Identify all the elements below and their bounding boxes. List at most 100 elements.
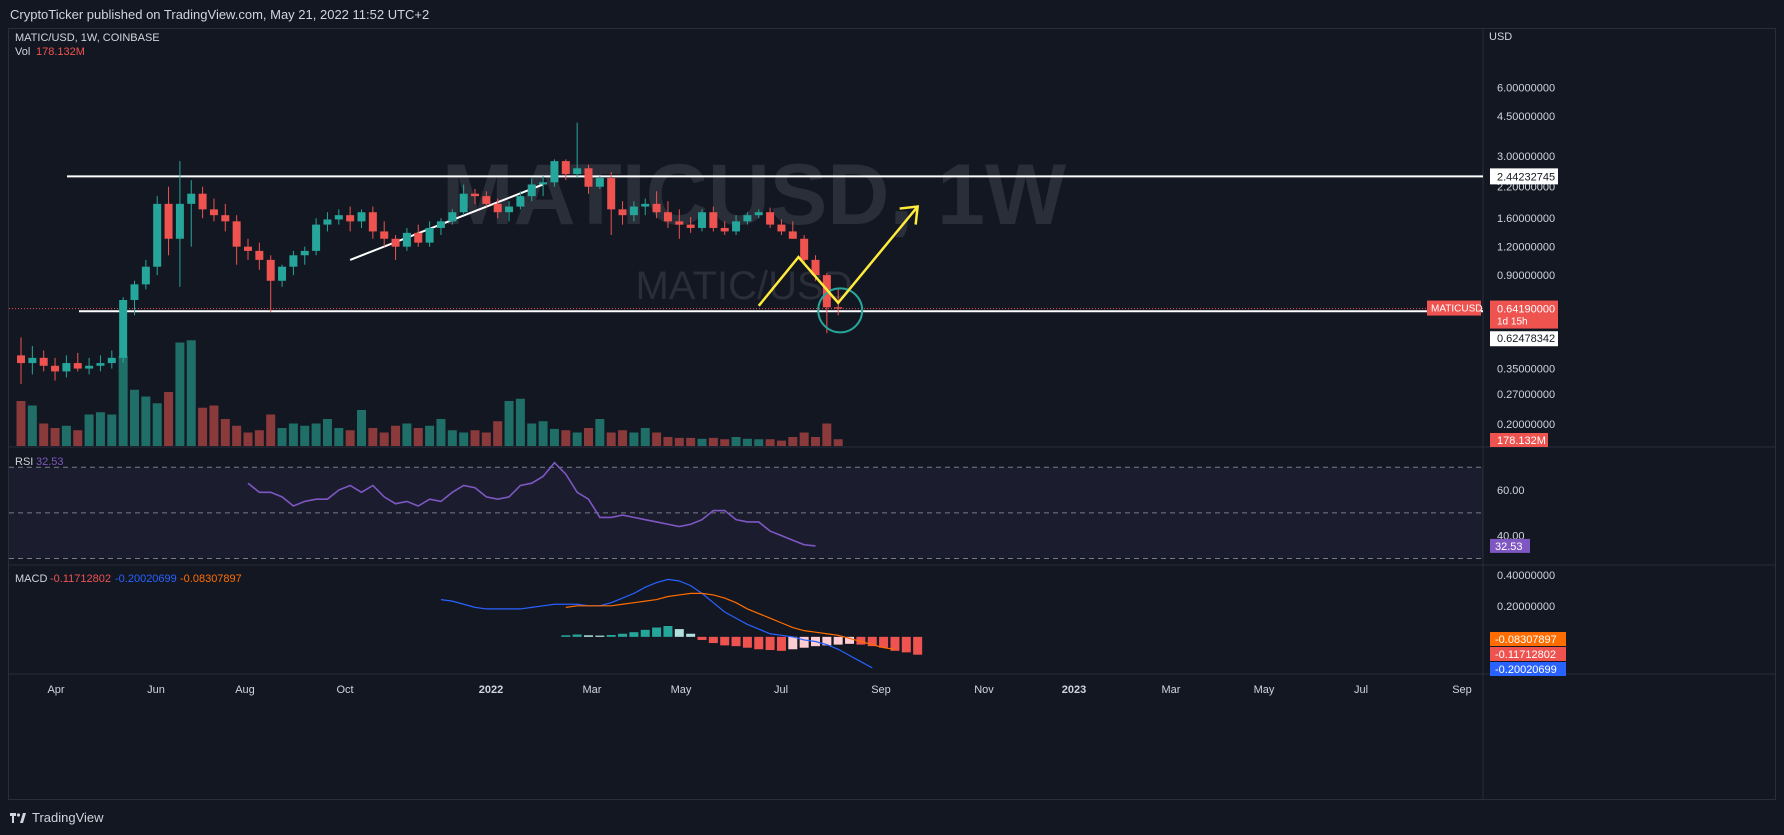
- macd-histogram-bar: [765, 636, 775, 651]
- candle-body: [607, 178, 616, 210]
- highlight-circle[interactable]: [817, 287, 864, 334]
- candle-body: [266, 259, 275, 281]
- macd-histogram-bar: [606, 634, 616, 637]
- trendline[interactable]: [349, 183, 544, 261]
- macd-histogram-bar: [561, 635, 571, 637]
- macd-histogram-bar: [720, 636, 730, 646]
- price-tick-label: 1.20000000: [1497, 242, 1555, 254]
- volume-bar: [515, 398, 525, 446]
- candle-body: [436, 221, 445, 228]
- volume-bar: [742, 438, 752, 446]
- volume-bar: [254, 430, 264, 446]
- candle-body: [584, 168, 593, 187]
- macd-histogram-bar: [652, 627, 662, 637]
- candle-body: [720, 227, 729, 232]
- macd-histogram-bar: [799, 636, 809, 648]
- candle-body: [652, 203, 661, 213]
- volume-bar: [198, 407, 208, 446]
- volume-bar: [141, 396, 151, 446]
- candle-body: [62, 363, 71, 372]
- candle-body: [209, 209, 218, 216]
- macd-histogram-bar: [731, 636, 741, 647]
- volume-bar: [357, 410, 366, 446]
- candle-body: [414, 232, 423, 243]
- footer-bar: TradingView: [0, 800, 1784, 835]
- volume-bar: [107, 414, 117, 446]
- time-tick-label: Nov: [974, 684, 994, 696]
- candle-body: [300, 250, 309, 256]
- volume-bar: [95, 412, 105, 446]
- footer-brand-text: TradingView: [32, 810, 104, 825]
- candle-body: [107, 357, 116, 364]
- macd-badge: -0.08307897: [1495, 634, 1557, 646]
- volume-bar: [765, 439, 775, 446]
- candle-body: [85, 365, 94, 369]
- candle-body: [357, 212, 366, 222]
- time-tick-label: Jul: [1354, 684, 1368, 696]
- macd-tick: 0.20000000: [1497, 601, 1555, 613]
- projection-path[interactable]: [757, 205, 919, 307]
- macd-histogram-bar: [742, 636, 752, 648]
- volume-bar: [84, 414, 94, 446]
- macd-histogram-bar: [640, 629, 650, 637]
- candle-body: [187, 193, 196, 204]
- candle-body: [641, 203, 650, 207]
- price-tick-label: 4.50000000: [1497, 111, 1555, 123]
- candle-body: [289, 255, 298, 267]
- volume-bar: [311, 423, 321, 446]
- volume-bar: [345, 430, 355, 446]
- volume-bar: [674, 437, 684, 446]
- volume-bar: [447, 430, 457, 446]
- macd-histogram-bar: [663, 625, 673, 637]
- volume-bar: [130, 389, 139, 446]
- volume-bar: [708, 437, 718, 446]
- volume-bar: [243, 432, 253, 446]
- price-tick-label: 2.20000000: [1497, 182, 1555, 194]
- candle-body: [505, 206, 514, 213]
- macd-badge: -0.11712802: [1495, 649, 1556, 661]
- macd-histogram-bar: [708, 636, 718, 644]
- macd-badge-bg: [1490, 662, 1566, 676]
- candle-body: [221, 215, 230, 222]
- volume-bar: [27, 405, 37, 446]
- volume-bar: [652, 432, 662, 446]
- watermark-symbol: MATICUSD, 1W: [442, 147, 1067, 243]
- candle-body: [312, 224, 321, 251]
- volume-bar: [606, 432, 616, 446]
- volume-bar: [164, 392, 174, 446]
- time-tick-label: Mar: [1162, 684, 1181, 696]
- candle-body: [834, 307, 843, 309]
- volume-bar: [527, 423, 537, 446]
- volume-bar: [720, 439, 730, 446]
- volume-bar: [413, 428, 423, 446]
- candle-body: [391, 238, 400, 247]
- volume-bar: [220, 419, 230, 446]
- volume-legend-value: 178.132M: [36, 46, 85, 58]
- candle-body: [244, 246, 252, 251]
- macd-badge-bg: [1490, 632, 1566, 646]
- level-badge-lower-bg: [1490, 331, 1558, 347]
- volume-bar: [799, 432, 809, 446]
- candle-body: [448, 212, 457, 222]
- volume-bar: [391, 425, 401, 446]
- macd-histogram-bar: [822, 636, 832, 646]
- chart-frame[interactable]: MATICUSD, 1W MATIC/USD MATIC/USD, 1W, COIN…: [8, 28, 1776, 800]
- candle-body: [334, 215, 343, 220]
- volume-bar: [334, 428, 344, 446]
- candle-body: [459, 193, 468, 213]
- symbol-badge: MATICUSD: [1431, 304, 1482, 315]
- candle-body: [28, 357, 37, 364]
- tradingview-brand[interactable]: TradingView: [10, 810, 104, 825]
- last-price-countdown: 1d 15h: [1497, 317, 1528, 328]
- time-tick-label: May: [1254, 684, 1275, 696]
- volume-bar: [322, 419, 332, 446]
- tradingview-logo-icon: [10, 812, 26, 823]
- volume-bar: [436, 419, 446, 446]
- symbol-legend: MATIC/USD, 1W, COINBASE: [15, 32, 160, 44]
- macd-badge: -0.20020699: [1495, 664, 1557, 676]
- candle-body: [130, 284, 139, 300]
- volume-bar: [549, 428, 559, 446]
- candle-body: [493, 203, 502, 213]
- volume-bar: [277, 428, 287, 446]
